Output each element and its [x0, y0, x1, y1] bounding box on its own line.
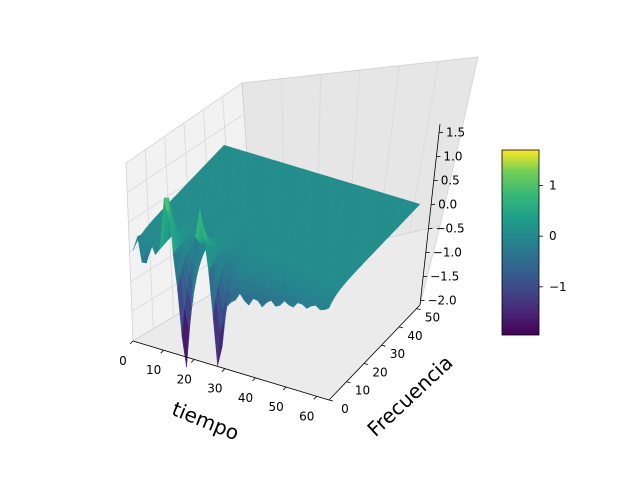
- x-tick-mark: [129, 340, 134, 345]
- surface-plot: [132, 144, 421, 368]
- colorbar-tick-label: 1: [549, 178, 557, 192]
- surface-patch: [324, 302, 332, 311]
- x-tick-mark: [282, 386, 287, 391]
- x-tick-mark: [221, 368, 226, 372]
- z-tick-label: 1.0: [443, 150, 462, 164]
- y-tick-label: 50: [425, 311, 440, 325]
- colorbar-ticks: 1 0 −1: [539, 178, 567, 294]
- colorbar-tick-label: 0: [549, 229, 557, 243]
- z-tick-label: −1.0: [433, 246, 462, 260]
- y-tick-mark: [416, 308, 421, 311]
- x-tick-label: 40: [238, 391, 253, 405]
- colorbar: [501, 149, 540, 336]
- x-axis-label: tiempo: [169, 397, 243, 446]
- y-tick-mark: [363, 363, 369, 365]
- z-tick-label: 0.0: [438, 198, 457, 212]
- x-axis-line: [132, 340, 330, 401]
- y-tick-label: 20: [372, 365, 387, 379]
- y-axis-line: [328, 304, 421, 401]
- x-tick-label: 30: [207, 382, 222, 396]
- z-tick-label: −0.5: [435, 222, 464, 236]
- x-tick-mark: [313, 396, 318, 400]
- y-tick-mark: [346, 381, 351, 384]
- y-tick-label: 0: [341, 402, 349, 416]
- x-tick-label: 10: [146, 363, 161, 377]
- y-axis-label: Frecuencia: [362, 350, 457, 441]
- x-tick-mark: [252, 377, 256, 382]
- z-ticks: −2.0 −1.5 −1.0 −0.5 0.0 0.5 1.0 1.5: [420, 126, 465, 308]
- y-tick-mark: [398, 326, 404, 329]
- x-tick-label: 60: [299, 409, 314, 423]
- z-tick-label: 1.5: [446, 126, 465, 140]
- z-tick-label: −2.0: [427, 294, 456, 308]
- x-tick-label: 50: [268, 400, 283, 414]
- x-tick-mark: [160, 349, 164, 354]
- z-tick-label: 0.5: [441, 174, 460, 188]
- y-tick-label: 40: [407, 329, 422, 343]
- x-tick-mark: [190, 359, 195, 363]
- x-ticks: 0 10 20 30 40 50 60: [119, 340, 318, 423]
- z-tick-label: −1.5: [430, 270, 459, 284]
- y-tick-mark: [381, 344, 386, 347]
- y-tick-mark: [328, 399, 334, 402]
- x-tick-label: 20: [177, 372, 192, 386]
- y-tick-label: 30: [390, 347, 405, 361]
- y-tick-label: 10: [355, 384, 370, 398]
- colorbar-tick-label: −1: [549, 280, 567, 294]
- z-axis-line: [419, 123, 441, 306]
- x-tick-label: 0: [119, 354, 127, 368]
